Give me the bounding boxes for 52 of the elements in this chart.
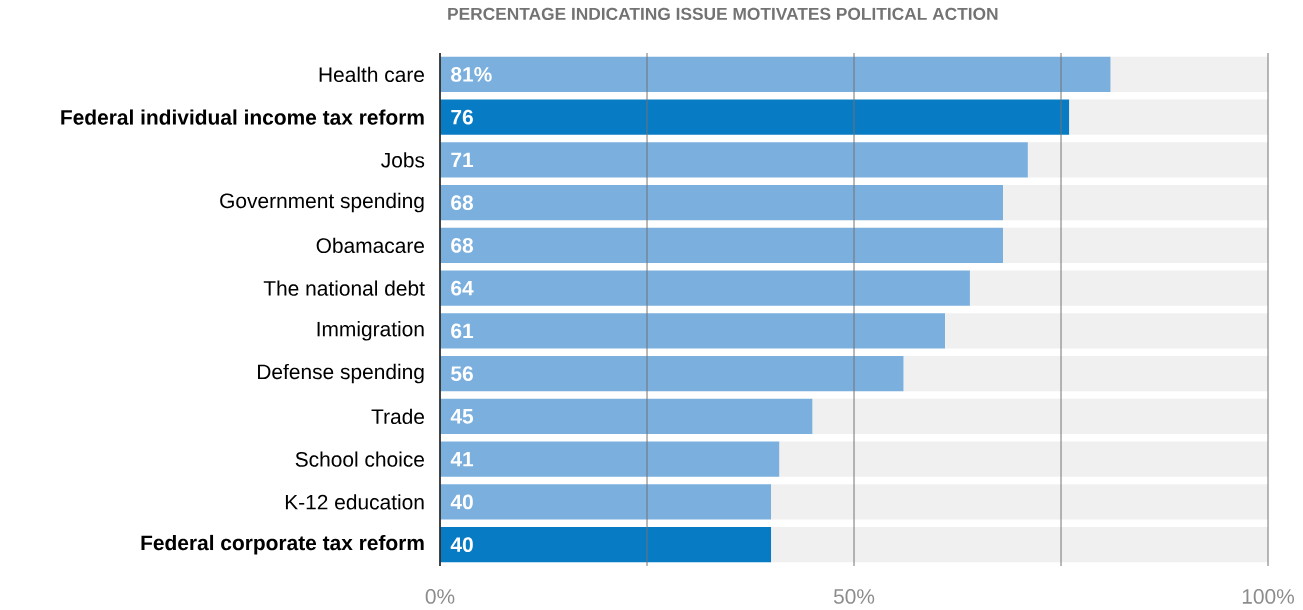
y-tick-label: Trade — [371, 408, 425, 424]
chart-title: PERCENTAGE INDICATING ISSUE MOTIVATES POLITICAL ACTION — [448, 7, 998, 20]
bar — [440, 398, 813, 434]
y-tick-label: Government spending — [220, 192, 424, 213]
y-tick-label: Federal individual income tax reform — [61, 109, 424, 125]
bar — [440, 142, 1028, 178]
bar — [440, 56, 1111, 92]
bar — [440, 441, 780, 477]
y-tick-label: Immigration — [317, 320, 424, 341]
bar — [440, 313, 946, 349]
x-tick-label: 50% — [833, 588, 875, 604]
bar — [945, 313, 1269, 349]
bar — [779, 441, 1269, 477]
data-label: 56 — [451, 365, 473, 381]
data-label: 68 — [451, 237, 474, 253]
bar — [440, 355, 904, 391]
bar — [440, 484, 772, 520]
data-label: 40 — [450, 494, 473, 510]
bar — [903, 355, 1269, 391]
y-tick-label: Jobs — [381, 151, 425, 168]
bar — [440, 184, 1004, 220]
data-label: 61 — [451, 323, 474, 339]
bar — [969, 270, 1269, 306]
bar — [1027, 142, 1269, 178]
y-tick-label: K-12 education — [285, 493, 424, 510]
bar — [1003, 184, 1269, 220]
y-tick-label: The national debt — [263, 280, 425, 296]
data-label: 41 — [450, 451, 474, 467]
y-tick-label: Health care — [319, 66, 424, 82]
x-tick-label: 0% — [425, 588, 455, 604]
bar — [440, 270, 970, 306]
y-tick-label: Defense spending — [258, 363, 424, 384]
data-label: 40 — [450, 537, 473, 552]
data-label: 71 — [451, 152, 474, 167]
bar — [1110, 56, 1269, 92]
data-label: 76 — [451, 109, 473, 125]
x-tick-label: 100% — [1242, 588, 1295, 604]
data-label: 45 — [450, 408, 474, 424]
data-label: 64 — [451, 280, 474, 296]
bar — [440, 526, 772, 562]
bar — [771, 526, 1269, 562]
bar — [812, 398, 1269, 434]
bar — [771, 484, 1269, 520]
y-tick-label: School choice — [295, 451, 424, 467]
bar — [440, 227, 1004, 263]
y-tick-label: Federal corporate tax reform — [141, 534, 424, 555]
data-label: 68 — [451, 194, 474, 210]
bar — [1069, 99, 1269, 135]
bar — [440, 99, 1070, 135]
y-tick-label: Obamacare — [316, 237, 425, 253]
data-label: 81% — [451, 66, 492, 82]
bar — [1003, 227, 1269, 263]
